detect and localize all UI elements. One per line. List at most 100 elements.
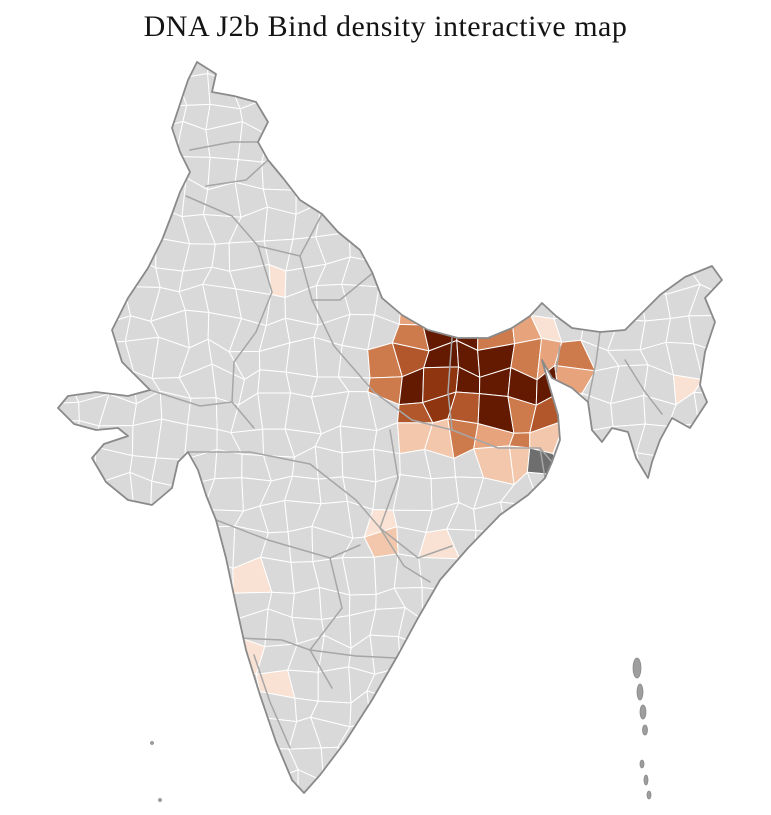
district-cell[interactable] (393, 206, 423, 243)
district-cell[interactable] (510, 77, 536, 110)
district-cell[interactable] (558, 392, 587, 432)
district-cell[interactable] (589, 636, 622, 670)
district-cell[interactable] (723, 802, 757, 815)
district-cell[interactable] (614, 257, 640, 296)
district-cell[interactable] (45, 149, 82, 186)
district-cell[interactable] (51, 420, 80, 455)
district-cell[interactable] (364, 73, 400, 104)
district-cell[interactable] (688, 45, 727, 79)
district-cell[interactable] (296, 121, 317, 157)
district-cell[interactable] (582, 257, 622, 296)
district-cell[interactable] (393, 553, 423, 589)
district-cell[interactable] (693, 391, 724, 428)
island-shape[interactable] (158, 798, 162, 802)
district-cell[interactable] (46, 473, 83, 512)
district-cell[interactable] (446, 43, 480, 80)
district-cell[interactable] (696, 74, 727, 109)
district-cell[interactable] (506, 533, 534, 569)
district-cell[interactable] (40, 310, 71, 350)
district-cell[interactable] (258, 68, 296, 107)
district-cell[interactable] (125, 663, 158, 694)
district-cell[interactable] (555, 76, 597, 110)
district-cell[interactable] (531, 610, 570, 642)
district-cell[interactable] (662, 802, 700, 815)
district-cell[interactable] (339, 425, 378, 454)
district-cell[interactable] (665, 662, 702, 703)
district-cell[interactable] (527, 526, 568, 569)
district-cell[interactable] (583, 449, 621, 485)
district-cell[interactable] (610, 586, 650, 615)
district-cell[interactable] (689, 203, 727, 246)
district-cell[interactable] (725, 257, 756, 296)
district-cell[interactable] (717, 592, 751, 622)
island-shape[interactable] (643, 774, 649, 786)
district-cell[interactable] (580, 693, 617, 726)
district-cell[interactable] (239, 691, 263, 727)
district-cell[interactable] (553, 289, 587, 320)
district-cell[interactable] (696, 106, 727, 137)
district-cell[interactable] (45, 125, 82, 161)
district-cell[interactable] (135, 806, 155, 815)
district-cell[interactable] (420, 43, 457, 81)
district-cell[interactable] (418, 715, 459, 753)
district-cell[interactable] (69, 178, 109, 212)
district-cell[interactable] (95, 97, 128, 125)
district-cell[interactable] (500, 184, 534, 217)
district-cell[interactable] (581, 777, 622, 808)
district-cell[interactable] (155, 610, 188, 646)
district-cell[interactable] (474, 554, 514, 588)
district-cell[interactable] (367, 769, 396, 811)
district-cell[interactable] (580, 719, 617, 755)
district-cell[interactable] (641, 154, 673, 191)
district-cell[interactable] (337, 769, 380, 809)
district-cell[interactable] (44, 727, 82, 756)
district-cell[interactable] (556, 799, 585, 815)
district-cell[interactable] (554, 772, 586, 798)
district-cell[interactable] (611, 68, 646, 105)
district-cell[interactable] (528, 640, 570, 676)
district-cell[interactable] (552, 526, 592, 568)
district-cell[interactable] (483, 645, 508, 675)
island-shape[interactable] (646, 790, 652, 800)
district-cell[interactable] (43, 336, 70, 381)
district-cell[interactable] (419, 232, 459, 270)
district-cell[interactable] (418, 694, 461, 723)
district-cell[interactable] (506, 613, 541, 647)
district-cell[interactable] (95, 42, 135, 78)
district-cell[interactable] (647, 613, 669, 641)
district-cell[interactable] (69, 291, 109, 324)
district-cell[interactable] (73, 743, 110, 783)
district-cell[interactable] (367, 97, 406, 126)
district-cell[interactable] (368, 152, 406, 190)
district-cell[interactable] (717, 752, 757, 780)
district-cell[interactable] (715, 661, 750, 704)
district-cell[interactable] (287, 525, 314, 563)
district-cell[interactable] (715, 423, 757, 456)
district-cell[interactable] (392, 746, 428, 779)
district-cell[interactable] (700, 639, 724, 671)
district-cell[interactable] (424, 646, 457, 676)
district-cell[interactable] (668, 722, 697, 753)
district-cell[interactable] (187, 397, 218, 430)
district-cell[interactable] (400, 715, 421, 754)
district-cell[interactable] (688, 746, 729, 778)
district-cell[interactable] (693, 555, 720, 597)
district-cell[interactable] (399, 174, 435, 215)
district-cell[interactable] (665, 689, 700, 724)
district-cell[interactable] (526, 717, 564, 755)
district-cell[interactable] (418, 556, 461, 591)
district-cell[interactable] (634, 718, 677, 756)
district-cell[interactable] (366, 690, 402, 723)
district-cell[interactable] (176, 639, 219, 676)
district-cell[interactable] (73, 558, 100, 590)
district-cell[interactable] (95, 558, 133, 592)
district-cell[interactable] (207, 634, 236, 667)
district-cell[interactable] (661, 160, 697, 186)
district-cell[interactable] (208, 746, 243, 773)
district-cell[interactable] (393, 262, 429, 290)
district-cell[interactable] (661, 126, 699, 162)
district-cell[interactable] (690, 454, 722, 484)
district-cell[interactable] (203, 661, 244, 704)
district-cell[interactable] (698, 423, 722, 458)
